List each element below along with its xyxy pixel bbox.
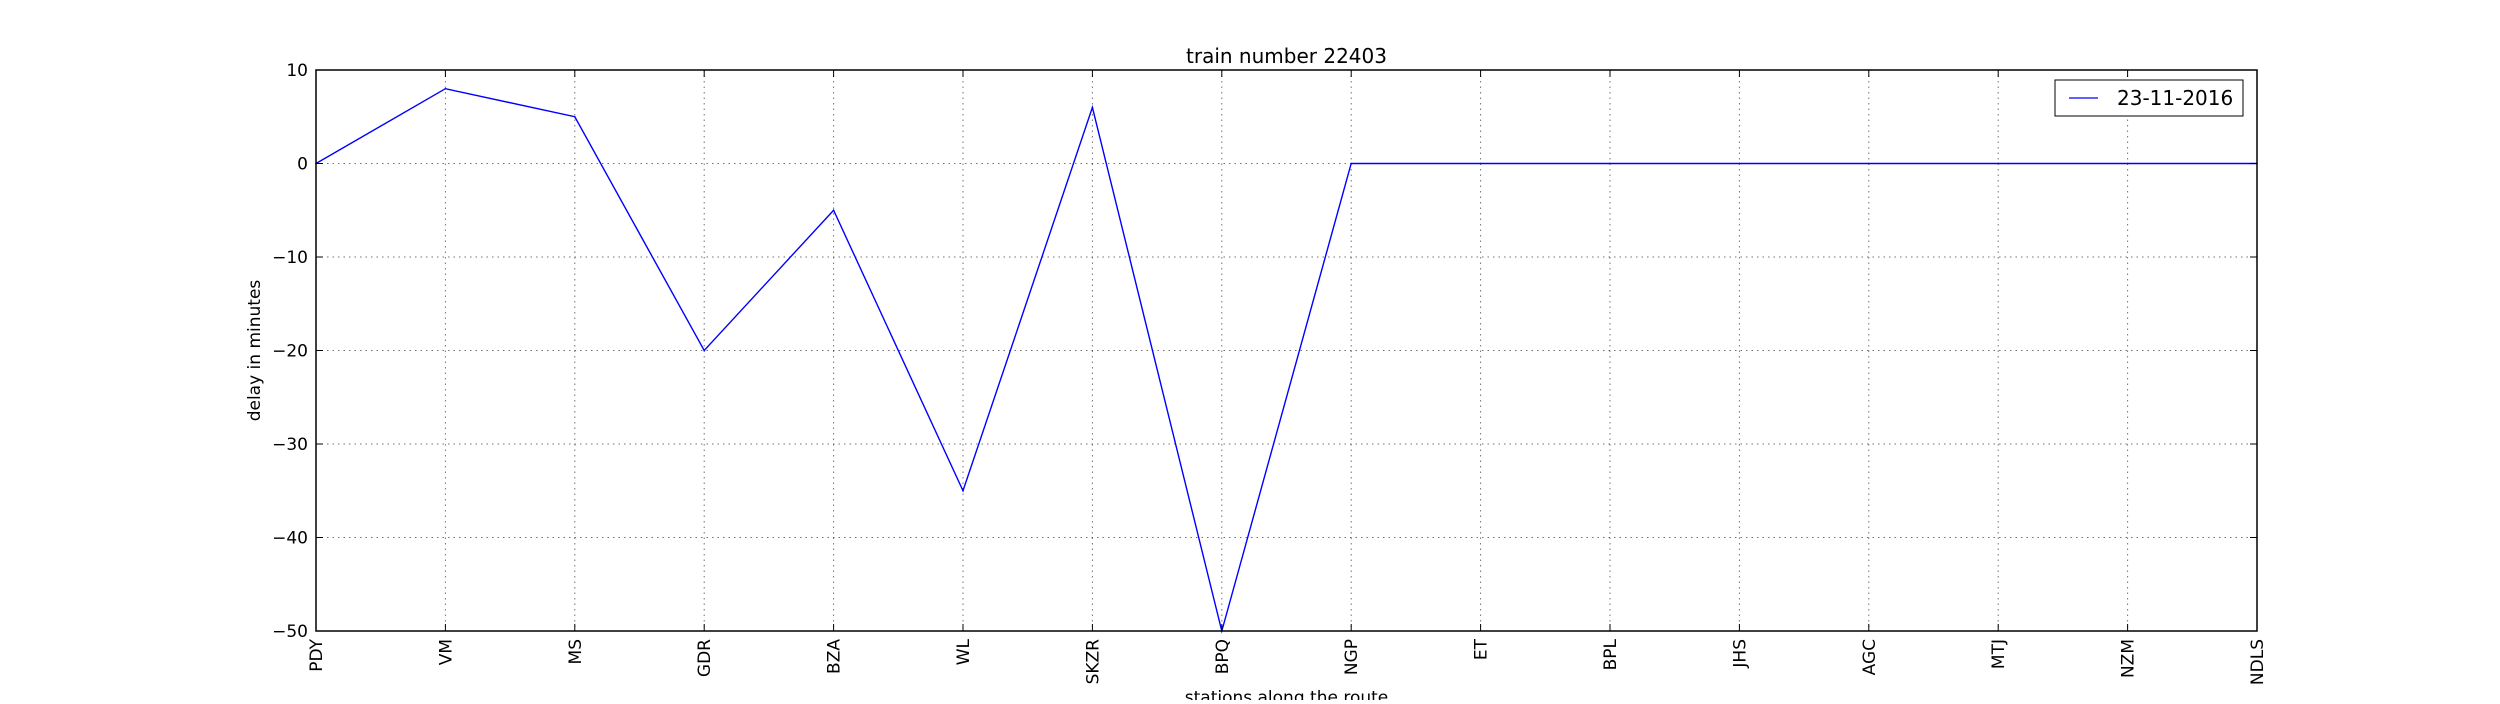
legend-entry-label: 23-11-2016 <box>2117 86 2233 110</box>
y-tick-label: −30 <box>272 435 308 455</box>
data-point <box>1350 162 1352 165</box>
data-point <box>1868 162 1870 165</box>
y-axis-label: delay in minutes <box>245 280 265 422</box>
x-tick-labels: PDY VM MS GDR BZA WL SKZR BPQ NGP ET BPL JHS AGC MTJ N… <box>307 638 2268 685</box>
data-point <box>832 209 835 212</box>
x-tick-label: NGP <box>1342 639 1362 675</box>
data-point <box>1609 162 1611 165</box>
y-tick-labels: 10 0 −10 −20 −30 −40 −50 <box>272 61 308 642</box>
x-tick-label: BZA <box>825 639 845 674</box>
legend: 23-11-2016 <box>2054 79 2244 117</box>
x-tick-label: BPQ <box>1213 639 1233 674</box>
y-tick-label: −10 <box>272 248 308 268</box>
data-point <box>962 489 964 492</box>
x-tick-label: VM <box>436 639 456 665</box>
x-tick-label: BPL <box>1601 638 1621 670</box>
x-tick-label: GDR <box>695 639 715 677</box>
y-tick-label: −40 <box>272 529 308 549</box>
y-tick-label: −50 <box>272 622 308 642</box>
x-tick-label: PDY <box>307 638 327 671</box>
x-tick-label: AGC <box>1860 639 1880 675</box>
x-tick-label: JHS <box>1730 639 1750 669</box>
y-tick-label: 10 <box>286 61 308 81</box>
data-point <box>1479 162 1482 165</box>
x-tick-label: NDLS <box>2248 639 2268 685</box>
series-line <box>315 87 2257 634</box>
y-tick-label: −20 <box>272 342 308 362</box>
x-tick-label: MS <box>566 639 586 664</box>
data-point <box>1091 106 1094 109</box>
data-point <box>444 87 447 90</box>
x-tick-label: MTJ <box>1989 639 2009 669</box>
data-point <box>1997 162 1999 165</box>
x-tick-label: NZM <box>2119 639 2139 678</box>
x-axis-label: stations along the route <box>1185 688 1389 700</box>
data-point <box>574 115 576 118</box>
tick-marks <box>315 69 2258 632</box>
y-tick-label: 0 <box>297 155 308 175</box>
data-point <box>703 349 705 352</box>
x-tick-label: SKZR <box>1083 639 1103 685</box>
x-tick-label: ET <box>1472 638 1492 660</box>
data-point <box>1738 162 1741 165</box>
chart-title: train number 22403 <box>1186 44 1387 68</box>
data-point <box>2126 162 2129 165</box>
x-tick-label: WL <box>954 638 974 665</box>
